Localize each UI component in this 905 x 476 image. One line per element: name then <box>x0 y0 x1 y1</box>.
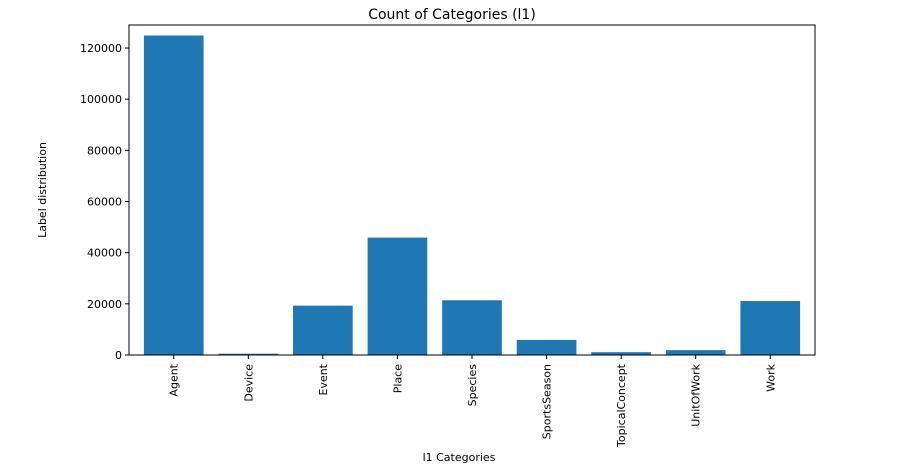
x-tick-label: Species <box>466 364 479 407</box>
x-tick-label: Device <box>242 364 255 402</box>
bar-work <box>740 301 801 355</box>
bar-agent <box>143 35 204 355</box>
y-tick-label: 40000 <box>87 247 122 260</box>
x-tick-label: UnitOfWork <box>690 363 703 426</box>
x-tick-label: Agent <box>168 363 181 396</box>
chart-title: Count of Categories (l1) <box>368 7 536 23</box>
plot-frame <box>128 24 816 356</box>
x-tick-label: Work <box>764 363 777 391</box>
y-tick-label: 20000 <box>87 298 122 311</box>
bar-topicalconcept <box>591 352 651 355</box>
y-tick-label: 0 <box>115 349 122 362</box>
bars-group <box>143 35 801 355</box>
y-tick-label: 120000 <box>80 42 122 55</box>
x-tick-label: Event <box>317 363 330 395</box>
x-tick-label: SportsSeason <box>541 364 554 439</box>
y-axis: 0 20000 40000 60000 80000 100000 120000 <box>80 42 129 362</box>
bar-event <box>293 305 353 355</box>
x-tick-label: Place <box>391 364 404 393</box>
y-tick-label: 100000 <box>80 93 122 106</box>
y-axis-label: Label distribution <box>36 142 49 238</box>
bar-place <box>367 237 428 355</box>
y-tick-label: 80000 <box>87 144 122 157</box>
x-axis: Agent Device Event Place Species SportsSeason… <box>168 355 777 448</box>
bar-device <box>218 353 279 355</box>
x-axis-label: l1 Categories <box>423 451 496 464</box>
x-tick-label: TopicalConcept <box>615 363 628 448</box>
bar-species <box>442 300 502 355</box>
bar-unitofwork <box>665 350 726 355</box>
bar-sportsseason <box>516 339 577 355</box>
y-tick-label: 60000 <box>87 196 122 209</box>
